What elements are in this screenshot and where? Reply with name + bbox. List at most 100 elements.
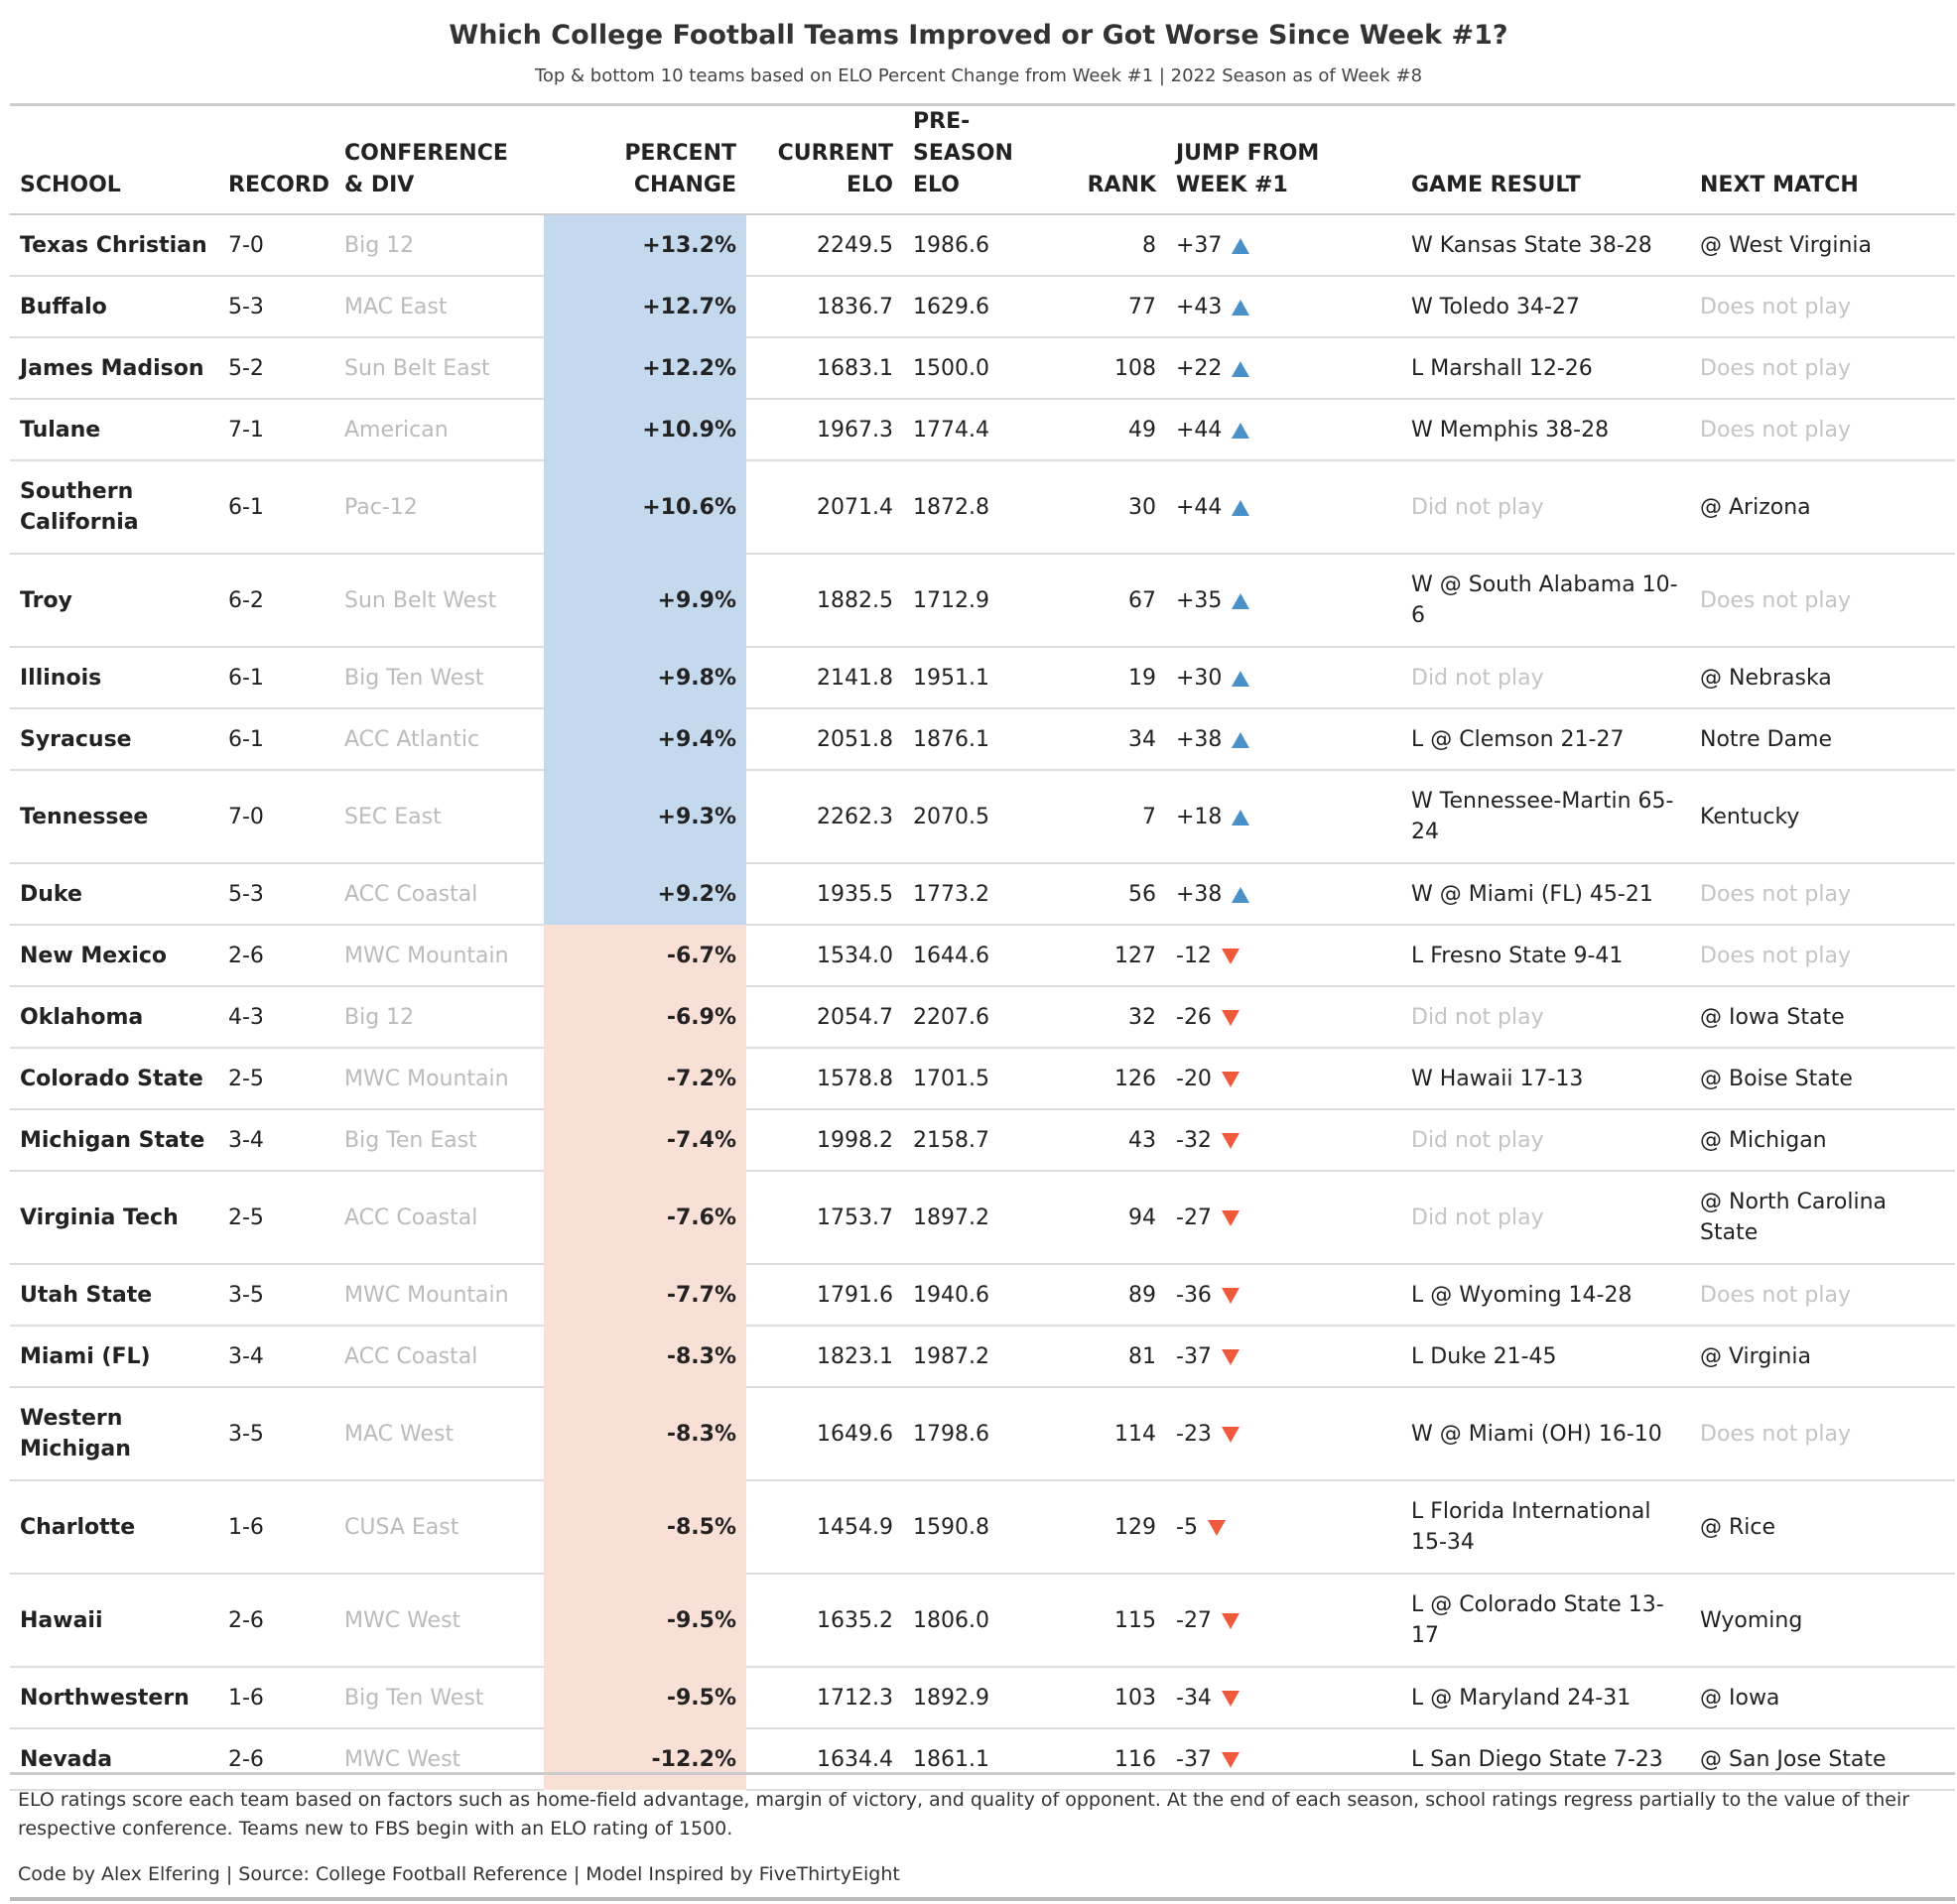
- school-cell: Utah State: [10, 1264, 218, 1327]
- game-result-cell: Did not play: [1401, 1109, 1690, 1172]
- header-preseason-elo: PRE-SEASON ELO: [903, 106, 1052, 215]
- next-match-cell: @ Arizona: [1690, 460, 1955, 555]
- rank-cell: 116: [1052, 1728, 1166, 1791]
- table-row: Northwestern 1-6 Big Ten West -9.5% 1712.3 18…: [10, 1667, 1955, 1729]
- game-result-cell: W Hawaii 17-13: [1401, 1048, 1690, 1110]
- next-match-cell: @ Rice: [1690, 1480, 1955, 1575]
- record-cell: 6-1: [218, 647, 334, 709]
- jump-value: -36: [1176, 1282, 1212, 1308]
- jump-cell: -36: [1166, 1264, 1401, 1327]
- current-elo-cell: 1534.0: [746, 925, 903, 987]
- triangle-up-icon: [1232, 731, 1250, 748]
- record-cell: 2-6: [218, 1728, 334, 1791]
- rank-cell: 115: [1052, 1574, 1166, 1668]
- conference-cell: CUSA East: [334, 1480, 544, 1575]
- percent-change-cell: -8.3%: [544, 1326, 746, 1387]
- conference-cell: Big Ten West: [334, 1667, 544, 1729]
- footnote: ELO ratings score each team based on fac…: [18, 1789, 1910, 1840]
- percent-change-cell: +9.4%: [544, 708, 746, 770]
- rank-cell: 94: [1052, 1171, 1166, 1265]
- jump-value: -5: [1176, 1514, 1198, 1540]
- jump-cell: -23: [1166, 1387, 1401, 1481]
- triangle-down-icon: [1221, 1751, 1239, 1768]
- jump-cell: +35: [1166, 554, 1401, 648]
- next-match-cell: Wyoming: [1690, 1574, 1955, 1668]
- school-cell: Western Michigan: [10, 1387, 218, 1481]
- jump-cell: +37: [1166, 214, 1401, 277]
- rank-cell: 43: [1052, 1109, 1166, 1172]
- next-match-cell: Kentucky: [1690, 770, 1955, 864]
- rank-cell: 81: [1052, 1326, 1166, 1388]
- conference-cell: SEC East: [334, 770, 544, 864]
- percent-change-cell: -6.7%: [544, 925, 746, 986]
- table-row: New Mexico 2-6 MWC Mountain -6.7% 1534.0 1644…: [10, 925, 1955, 987]
- jump-value: +30: [1176, 665, 1223, 691]
- jump-cell: -37: [1166, 1326, 1401, 1388]
- percent-change-cell: -6.9%: [544, 986, 746, 1048]
- preseason-elo-cell: 1629.6: [903, 276, 1052, 338]
- next-match-cell: Does not play: [1690, 399, 1955, 461]
- school-cell: Nevada: [10, 1728, 218, 1791]
- rank-cell: 126: [1052, 1048, 1166, 1110]
- rank-cell: 7: [1052, 770, 1166, 864]
- current-elo-cell: 2051.8: [746, 708, 903, 771]
- current-elo-cell: 1935.5: [746, 863, 903, 926]
- record-cell: 6-2: [218, 554, 334, 648]
- top-rule: [10, 103, 1955, 106]
- jump-value: -26: [1176, 1004, 1212, 1030]
- preseason-elo-cell: 2158.7: [903, 1109, 1052, 1172]
- jump-value: +35: [1176, 587, 1223, 613]
- chart-title: Which College Football Teams Improved or…: [449, 20, 1508, 51]
- percent-change-cell: -12.2%: [544, 1728, 746, 1790]
- jump-cell: -20: [1166, 1048, 1401, 1110]
- school-cell: Tennessee: [10, 770, 218, 864]
- next-match-cell: Notre Dame: [1690, 708, 1955, 771]
- table-row: Utah State 3-5 MWC Mountain -7.7% 1791.6 1940…: [10, 1264, 1955, 1327]
- current-elo-cell: 1649.6: [746, 1387, 903, 1481]
- record-cell: 4-3: [218, 986, 334, 1049]
- next-match-cell: Does not play: [1690, 1387, 1955, 1481]
- jump-value: -34: [1176, 1685, 1212, 1711]
- triangle-down-icon: [1221, 1348, 1239, 1365]
- conference-cell: ACC Coastal: [334, 1171, 544, 1265]
- percent-change-cell: +10.6%: [544, 460, 746, 554]
- preseason-elo-cell: 1644.6: [903, 925, 1052, 987]
- next-match-cell: Does not play: [1690, 337, 1955, 400]
- record-cell: 2-6: [218, 1574, 334, 1668]
- triangle-up-icon: [1232, 670, 1250, 687]
- rank-cell: 30: [1052, 460, 1166, 555]
- triangle-down-icon: [1221, 1071, 1239, 1087]
- next-match-cell: @ West Virginia: [1690, 214, 1955, 277]
- triangle-up-icon: [1232, 499, 1250, 516]
- table-row: Nevada 2-6 MWC West -12.2% 1634.4 1861.1 116 -3…: [10, 1728, 1955, 1791]
- percent-change-cell: +12.2%: [544, 337, 746, 399]
- game-result-cell: Did not play: [1401, 986, 1690, 1049]
- record-cell: 6-1: [218, 708, 334, 771]
- table-row: Texas Christian 7-0 Big 12 +13.2% 2249.5 1986…: [10, 214, 1955, 277]
- conference-cell: Pac-12: [334, 460, 544, 555]
- triangle-up-icon: [1232, 886, 1250, 903]
- game-result-cell: L San Diego State 7-23: [1401, 1728, 1690, 1791]
- record-cell: 5-3: [218, 863, 334, 926]
- jump-value: -37: [1176, 1746, 1212, 1772]
- table-row: Michigan State 3-4 Big Ten East -7.4% 1998.2…: [10, 1109, 1955, 1172]
- percent-change-cell: -7.4%: [544, 1109, 746, 1171]
- jump-cell: +38: [1166, 863, 1401, 926]
- percent-change-cell: -7.7%: [544, 1264, 746, 1326]
- jump-cell: +22: [1166, 337, 1401, 400]
- triangle-up-icon: [1232, 592, 1250, 609]
- game-result-cell: Did not play: [1401, 647, 1690, 709]
- record-cell: 3-4: [218, 1326, 334, 1388]
- school-cell: Southern California: [10, 460, 218, 555]
- current-elo-cell: 1967.3: [746, 399, 903, 461]
- current-elo-cell: 2249.5: [746, 214, 903, 277]
- table-row: James Madison 5-2 Sun Belt East +12.2% 1683.…: [10, 337, 1955, 400]
- next-match-cell: Does not play: [1690, 276, 1955, 338]
- next-match-cell: Does not play: [1690, 554, 1955, 648]
- preseason-elo-cell: 1872.8: [903, 460, 1052, 555]
- jump-cell: -27: [1166, 1574, 1401, 1668]
- game-result-cell: L Florida International 15-34: [1401, 1480, 1690, 1575]
- header-next-match: NEXT MATCH: [1690, 106, 1955, 215]
- preseason-elo-cell: 1500.0: [903, 337, 1052, 400]
- current-elo-cell: 2262.3: [746, 770, 903, 864]
